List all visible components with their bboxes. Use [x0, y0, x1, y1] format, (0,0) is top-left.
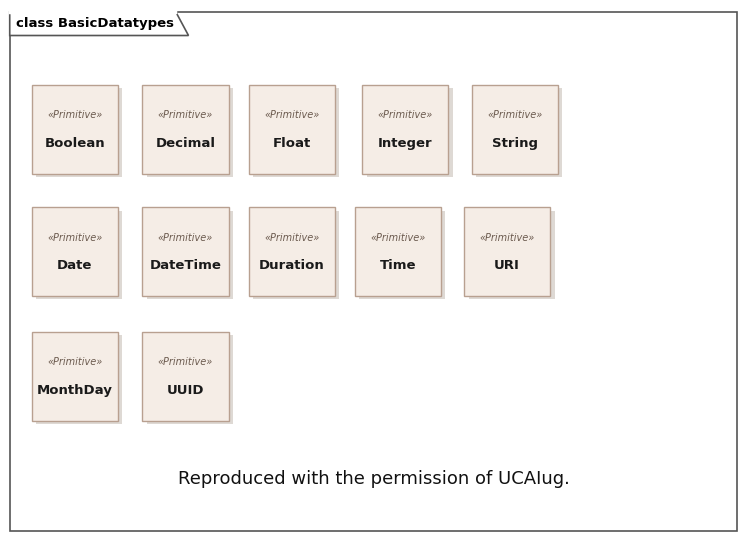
FancyBboxPatch shape: [476, 88, 562, 176]
Text: «Primitive»: «Primitive»: [158, 232, 213, 243]
Text: Float: Float: [272, 137, 311, 150]
FancyBboxPatch shape: [464, 208, 550, 296]
FancyBboxPatch shape: [248, 85, 335, 173]
FancyBboxPatch shape: [253, 210, 340, 299]
Text: UUID: UUID: [167, 384, 204, 397]
FancyBboxPatch shape: [142, 85, 228, 173]
FancyBboxPatch shape: [36, 88, 123, 176]
FancyBboxPatch shape: [36, 210, 123, 299]
Text: class BasicDatatypes: class BasicDatatypes: [16, 17, 174, 30]
Text: «Primitive»: «Primitive»: [158, 357, 213, 367]
FancyBboxPatch shape: [36, 336, 123, 424]
Text: Duration: Duration: [259, 259, 325, 272]
FancyBboxPatch shape: [248, 208, 335, 296]
Text: «Primitive»: «Primitive»: [47, 357, 102, 367]
FancyBboxPatch shape: [147, 210, 233, 299]
Text: «Primitive»: «Primitive»: [47, 110, 102, 120]
FancyBboxPatch shape: [367, 88, 453, 176]
FancyBboxPatch shape: [468, 210, 555, 299]
Text: String: String: [491, 137, 538, 150]
FancyBboxPatch shape: [142, 208, 228, 296]
FancyBboxPatch shape: [31, 208, 118, 296]
Text: URI: URI: [494, 259, 520, 272]
FancyBboxPatch shape: [31, 85, 118, 173]
Text: «Primitive»: «Primitive»: [158, 110, 213, 120]
Text: Time: Time: [380, 259, 416, 272]
Text: Decimal: Decimal: [156, 137, 215, 150]
Text: «Primitive»: «Primitive»: [479, 232, 535, 243]
Text: «Primitive»: «Primitive»: [264, 232, 319, 243]
FancyBboxPatch shape: [142, 332, 228, 421]
Text: «Primitive»: «Primitive»: [378, 110, 433, 120]
Text: MonthDay: MonthDay: [37, 384, 113, 397]
Text: «Primitive»: «Primitive»: [487, 110, 542, 120]
Text: Reproduced with the permission of UCAIug.: Reproduced with the permission of UCAIug…: [178, 470, 570, 488]
Text: «Primitive»: «Primitive»: [47, 232, 102, 243]
FancyBboxPatch shape: [10, 12, 737, 531]
Text: «Primitive»: «Primitive»: [370, 232, 426, 243]
Text: Date: Date: [57, 259, 93, 272]
FancyBboxPatch shape: [360, 210, 446, 299]
Polygon shape: [10, 12, 188, 36]
FancyBboxPatch shape: [253, 88, 340, 176]
Text: DateTime: DateTime: [150, 259, 221, 272]
Text: Boolean: Boolean: [44, 137, 105, 150]
FancyBboxPatch shape: [355, 208, 441, 296]
FancyBboxPatch shape: [471, 85, 557, 173]
FancyBboxPatch shape: [31, 332, 118, 421]
Text: Integer: Integer: [378, 137, 433, 150]
FancyBboxPatch shape: [362, 85, 449, 173]
FancyBboxPatch shape: [147, 336, 233, 424]
FancyBboxPatch shape: [147, 88, 233, 176]
Text: «Primitive»: «Primitive»: [264, 110, 319, 120]
